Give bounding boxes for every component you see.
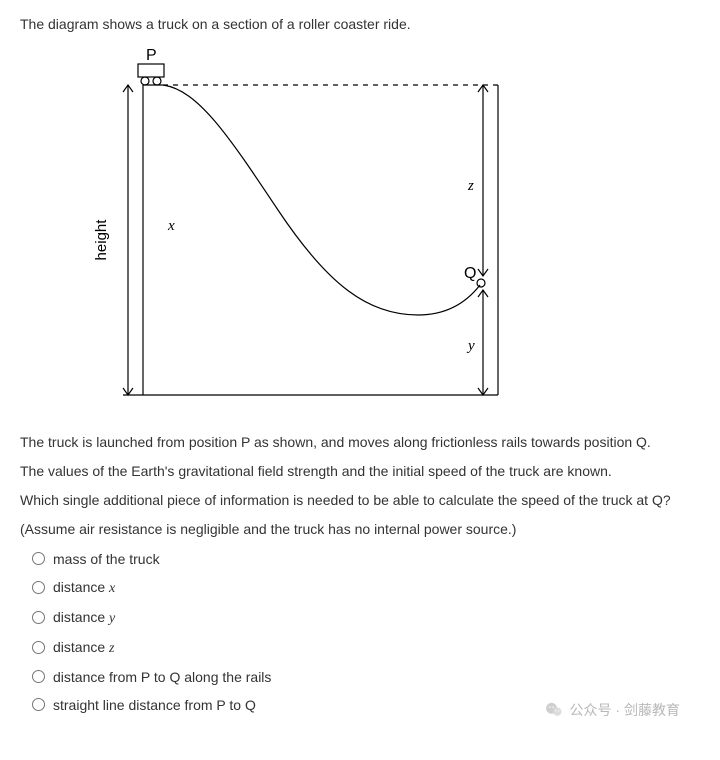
option-e-radio[interactable] [32,670,45,683]
option-b[interactable]: distance x [32,579,704,597]
option-e[interactable]: distance from P to Q along the rails [32,669,704,685]
option-a[interactable]: mass of the truck [32,551,704,567]
paragraph-1: The truck is launched from position P as… [20,433,704,452]
paragraph-4: (Assume air resistance is negligible and… [20,520,704,539]
option-a-label[interactable]: mass of the truck [53,551,160,567]
option-b-radio[interactable] [32,581,45,594]
option-e-label[interactable]: distance from P to Q along the rails [53,669,271,685]
option-a-radio[interactable] [32,552,45,565]
label-Q: Q [464,265,476,282]
option-d-label[interactable]: distance z [53,639,115,657]
option-d[interactable]: distance z [32,639,704,657]
option-d-radio[interactable] [32,641,45,654]
paragraph-2: The values of the Earth's gravitational … [20,462,704,481]
diagram-container: P Q x y z height [68,40,704,423]
label-height: height [93,219,110,261]
option-c-label[interactable]: distance y [53,609,115,627]
option-f-label[interactable]: straight line distance from P to Q [53,697,256,713]
label-P: P [146,47,157,64]
label-x: x [167,218,175,234]
label-z: z [467,178,474,194]
option-c[interactable]: distance y [32,609,704,627]
intro-text: The diagram shows a truck on a section o… [20,16,704,32]
paragraph-3: Which single additional piece of informa… [20,491,704,510]
option-c-radio[interactable] [32,611,45,624]
roller-coaster-diagram: P Q x y z height [68,40,523,420]
options-group: mass of the truck distance x distance y … [32,551,704,713]
option-f[interactable]: straight line distance from P to Q [32,697,704,713]
label-y: y [466,338,475,354]
option-b-label[interactable]: distance x [53,579,115,597]
option-f-radio[interactable] [32,698,45,711]
